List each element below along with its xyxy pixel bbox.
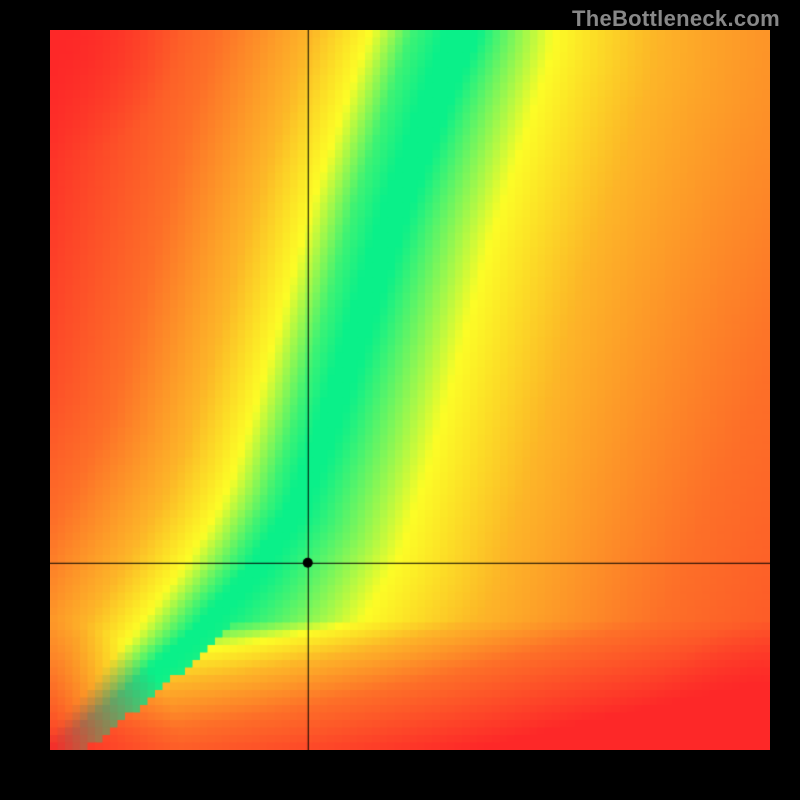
heatmap-canvas [50,30,770,750]
watermark-text: TheBottleneck.com [572,6,780,32]
bottleneck-heatmap [50,30,770,750]
